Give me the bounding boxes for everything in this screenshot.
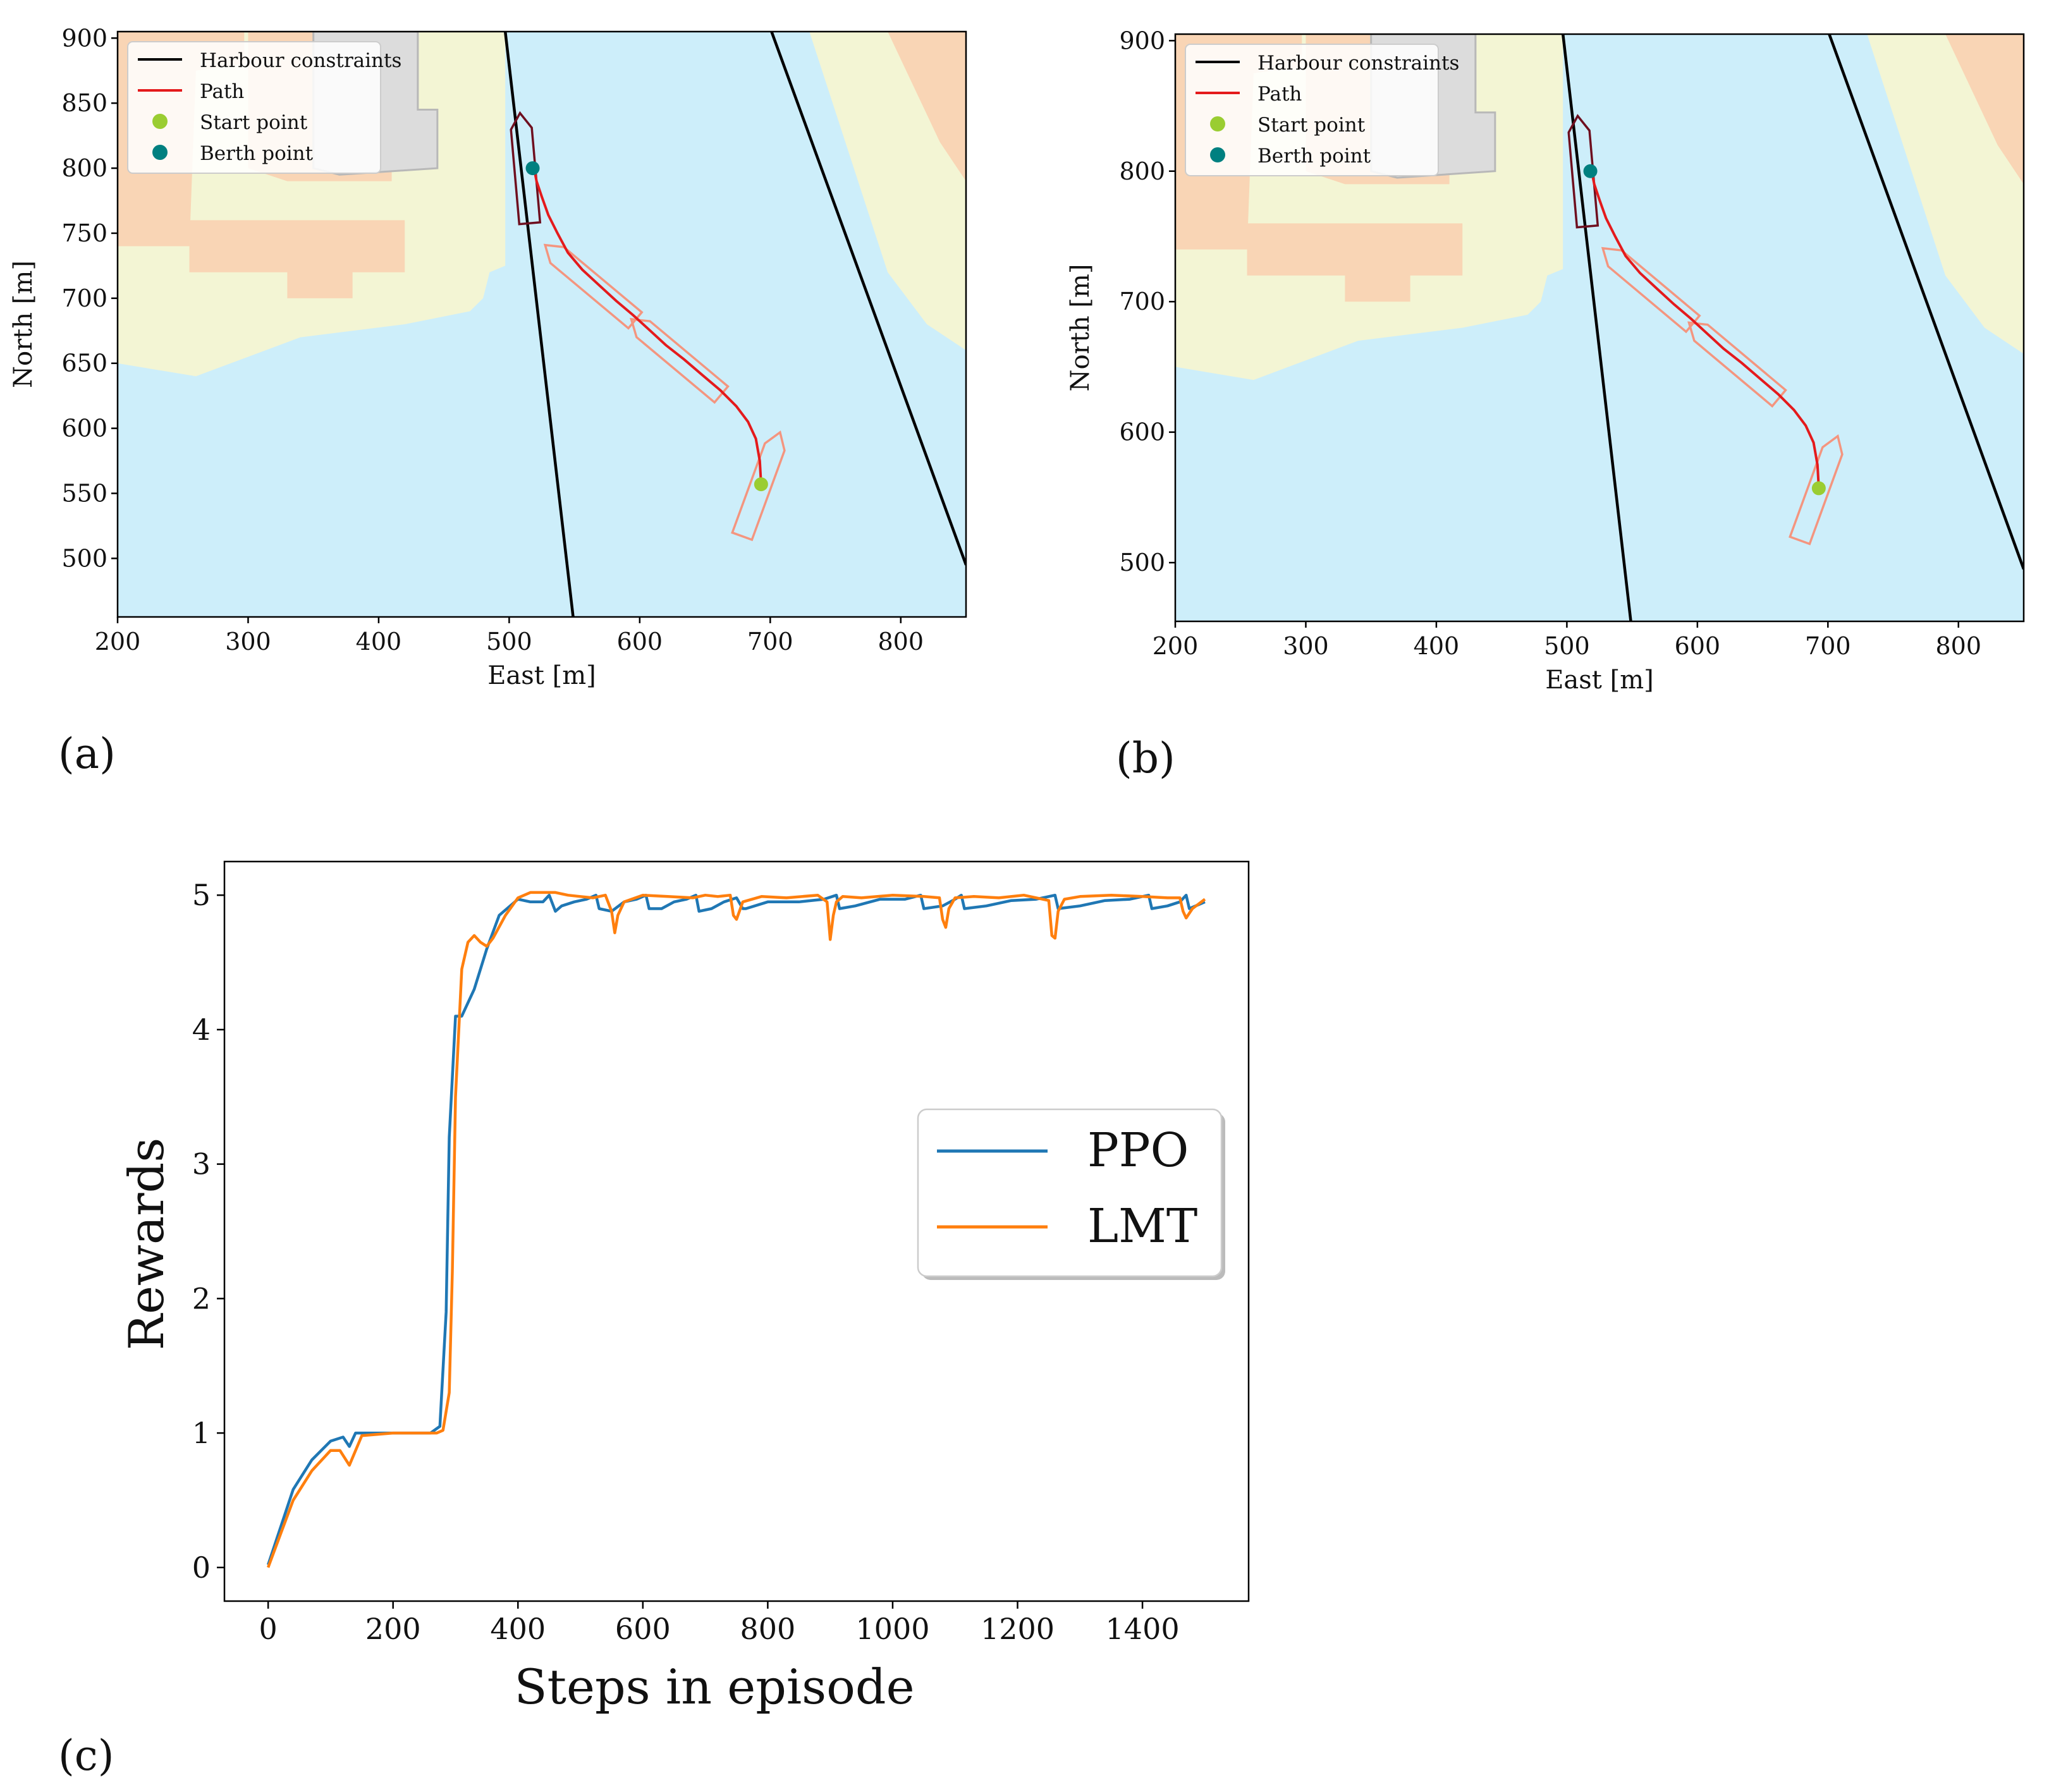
y-tick-label: 700 <box>61 284 107 312</box>
y-tick-label: 750 <box>61 219 107 247</box>
panel-c-plot: 0 200 400 600 800 1000 1200 1400 0 1 2 3 4 5 Steps in … <box>118 860 1250 1715</box>
x-tick-label: 200 <box>95 628 141 655</box>
vessel-outline-mid-1 <box>1601 247 1701 334</box>
x-tick-label: 400 <box>1414 632 1460 660</box>
x-tick-label: 800 <box>1936 632 1982 660</box>
plot-frame <box>116 30 967 618</box>
x-tick-label: 800 <box>878 628 924 655</box>
plot-frame <box>1174 33 2025 623</box>
vessel-outline-mid-2 <box>630 317 730 405</box>
legend-entry: Path <box>1257 83 1302 106</box>
legend-berth-swatch <box>1210 147 1225 162</box>
x-tick-label: 700 <box>747 628 793 655</box>
x-tick-label: 200 <box>365 1612 421 1646</box>
y-tick-label: 850 <box>61 89 107 117</box>
y-tick-label: 650 <box>61 350 107 377</box>
panel-label-c: (c) <box>58 1731 114 1780</box>
x-tick-label: 1200 <box>981 1612 1055 1646</box>
y-axis-label: North [m] <box>1066 264 1095 392</box>
legend-berth-swatch <box>152 145 168 160</box>
path-series-line <box>532 168 762 485</box>
x-tick-label: 700 <box>1805 632 1851 660</box>
x-axis-label: East [m] <box>487 661 596 690</box>
y-tick-label: 800 <box>1119 157 1165 185</box>
x-axis-label: Steps in episode <box>514 1659 914 1715</box>
vessel-outline-mid-1 <box>543 243 644 330</box>
lmt-series-line <box>266 891 1206 1568</box>
y-tick-label: 800 <box>61 154 107 182</box>
x-tick-label: 800 <box>740 1612 795 1646</box>
y-tick-label: 0 <box>192 1551 211 1585</box>
legend-entry: Harbour constraints <box>1257 52 1459 75</box>
legend-start-swatch <box>152 114 168 129</box>
x-tick-label: 400 <box>356 628 402 655</box>
x-tick-label: 300 <box>225 628 271 655</box>
y-axis-label: North [m] <box>9 260 38 388</box>
building-orange-east <box>888 32 966 181</box>
building-orange-center <box>1247 223 1463 302</box>
series-group <box>266 891 1206 1568</box>
harbour-constraint-line-1 <box>1561 34 1632 621</box>
x-tick-label: 500 <box>1544 632 1590 660</box>
legend-entry: Path <box>200 80 244 103</box>
berth-point-marker <box>525 161 540 176</box>
y-tick-label: 500 <box>61 544 107 572</box>
legend-entry: Harbour constraints <box>200 49 401 72</box>
legend-entry: Start point <box>1257 114 1366 137</box>
legend-box <box>127 41 381 174</box>
building-orange-east <box>1945 34 2024 185</box>
y-tick-label: 700 <box>1119 288 1165 315</box>
x-tick-label: 400 <box>490 1612 546 1646</box>
path-series-line <box>1590 171 1820 489</box>
x-tick-label: 1400 <box>1106 1612 1180 1646</box>
vessel-outline-mid-2 <box>1687 321 1787 408</box>
start-point-marker <box>1811 481 1826 496</box>
y-tick-label: 1 <box>192 1416 211 1450</box>
y-tick-label: 5 <box>192 878 211 912</box>
y-tick-label: 900 <box>1119 27 1165 54</box>
y-tick-label: 500 <box>1119 549 1165 576</box>
x-tick-label: 600 <box>617 628 663 655</box>
harbour-constraints-group <box>503 32 966 617</box>
y-tick-label: 600 <box>61 415 107 442</box>
y-tick-label: 550 <box>61 480 107 508</box>
panel-label-a: (a) <box>58 729 116 778</box>
harbour-constraint-line-2 <box>1828 34 2024 570</box>
legend-entry: Berth point <box>200 142 314 165</box>
panel-b-plot: 200 300 400 500 600 700 800 500 600 700 800 900 East… <box>1066 27 2025 695</box>
y-tick-label: 3 <box>192 1147 211 1181</box>
building-orange-center <box>189 220 405 298</box>
x-tick-label: 600 <box>1675 632 1721 660</box>
x-tick-label: 300 <box>1283 632 1329 660</box>
x-tick-label: 0 <box>259 1612 278 1646</box>
panel-label-b: (b) <box>1116 734 1175 783</box>
x-axis-label: East [m] <box>1545 666 1654 695</box>
legend-start-swatch <box>1210 116 1225 131</box>
start-point-marker <box>754 477 768 492</box>
x-tick-label: 200 <box>1153 632 1199 660</box>
y-tick-label: 2 <box>192 1281 211 1315</box>
vessel-outline-berth <box>1567 114 1599 229</box>
legend-box <box>1185 44 1439 176</box>
harbour-constraint-line-2 <box>770 32 966 566</box>
y-tick-label: 600 <box>1119 418 1165 446</box>
vessel-outline-berth <box>510 111 542 226</box>
lmt-legend-label: LMT <box>1087 1199 1197 1253</box>
x-tick-label: 1000 <box>855 1612 929 1646</box>
y-tick-label: 900 <box>61 24 107 52</box>
x-tick-label: 500 <box>486 628 532 655</box>
berth-point-marker <box>1583 164 1598 178</box>
y-tick-label: 4 <box>192 1013 211 1047</box>
x-tick-label: 600 <box>615 1612 671 1646</box>
harbour-constraint-line-1 <box>503 32 575 617</box>
legend-entry: Berth point <box>1257 145 1371 168</box>
panel-a-plot: 200 300 400 500 600 700 800 500 550 600 650 700 750 8… <box>9 24 967 690</box>
ppo-legend-label: PPO <box>1087 1123 1189 1178</box>
harbour-constraints-group <box>1561 34 2024 621</box>
legend-entry: Start point <box>200 111 308 134</box>
y-axis-label: Rewards <box>118 1138 174 1351</box>
